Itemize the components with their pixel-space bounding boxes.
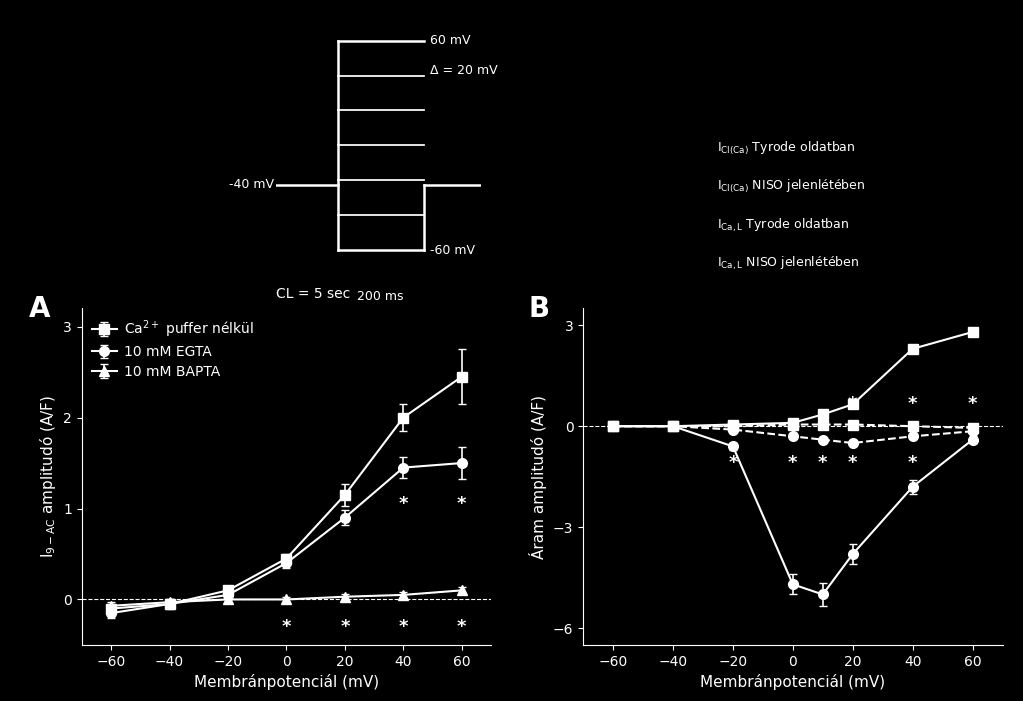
- Text: I$_{Cl(Ca)}$ Tyrode oldatban: I$_{Cl(Ca)}$ Tyrode oldatban: [717, 139, 855, 157]
- Text: *: *: [907, 454, 918, 472]
- Text: *: *: [399, 618, 408, 636]
- Text: *: *: [281, 618, 292, 636]
- Text: CL = 5 sec: CL = 5 sec: [276, 287, 351, 301]
- Text: *: *: [340, 618, 350, 636]
- Legend: Ca$^{2+}$ puffer nélkül, 10 mM EGTA, 10 mM BAPTA: Ca$^{2+}$ puffer nélkül, 10 mM EGTA, 10 …: [89, 315, 256, 381]
- Text: I$_{Cl(Ca)}$ NISO jelenlétében: I$_{Cl(Ca)}$ NISO jelenlétében: [717, 178, 865, 196]
- Text: *: *: [907, 395, 918, 414]
- Text: *: *: [818, 454, 828, 472]
- Text: -60 mV: -60 mV: [430, 244, 475, 257]
- Text: *: *: [457, 618, 466, 636]
- Text: *: *: [457, 495, 466, 513]
- Text: *: *: [399, 495, 408, 513]
- Text: 200 ms: 200 ms: [357, 290, 404, 304]
- Text: A: A: [29, 295, 50, 323]
- Text: *: *: [788, 454, 798, 472]
- Y-axis label: Áram amplitudó (A/F): Áram amplitudó (A/F): [529, 395, 547, 559]
- Text: -40 mV: -40 mV: [229, 178, 274, 191]
- X-axis label: Membránpotenciál (mV): Membránpotenciál (mV): [701, 674, 885, 690]
- Text: I$_{Ca,L}$ Tyrode oldatban: I$_{Ca,L}$ Tyrode oldatban: [717, 217, 849, 234]
- Text: I$_{Ca,L}$ NISO jelenlétében: I$_{Ca,L}$ NISO jelenlétében: [717, 255, 859, 273]
- Text: *: *: [968, 395, 977, 414]
- Text: *: *: [728, 454, 738, 472]
- Text: 60 mV: 60 mV: [430, 34, 471, 47]
- X-axis label: Membránpotenciál (mV): Membránpotenciál (mV): [194, 674, 379, 690]
- Text: *: *: [848, 454, 857, 472]
- Text: B: B: [529, 295, 549, 323]
- Text: *: *: [848, 395, 857, 414]
- Y-axis label: I$_{9-AC}$ amplitudó (A/F): I$_{9-AC}$ amplitudó (A/F): [38, 395, 57, 558]
- Text: Δ = 20 mV: Δ = 20 mV: [430, 64, 497, 77]
